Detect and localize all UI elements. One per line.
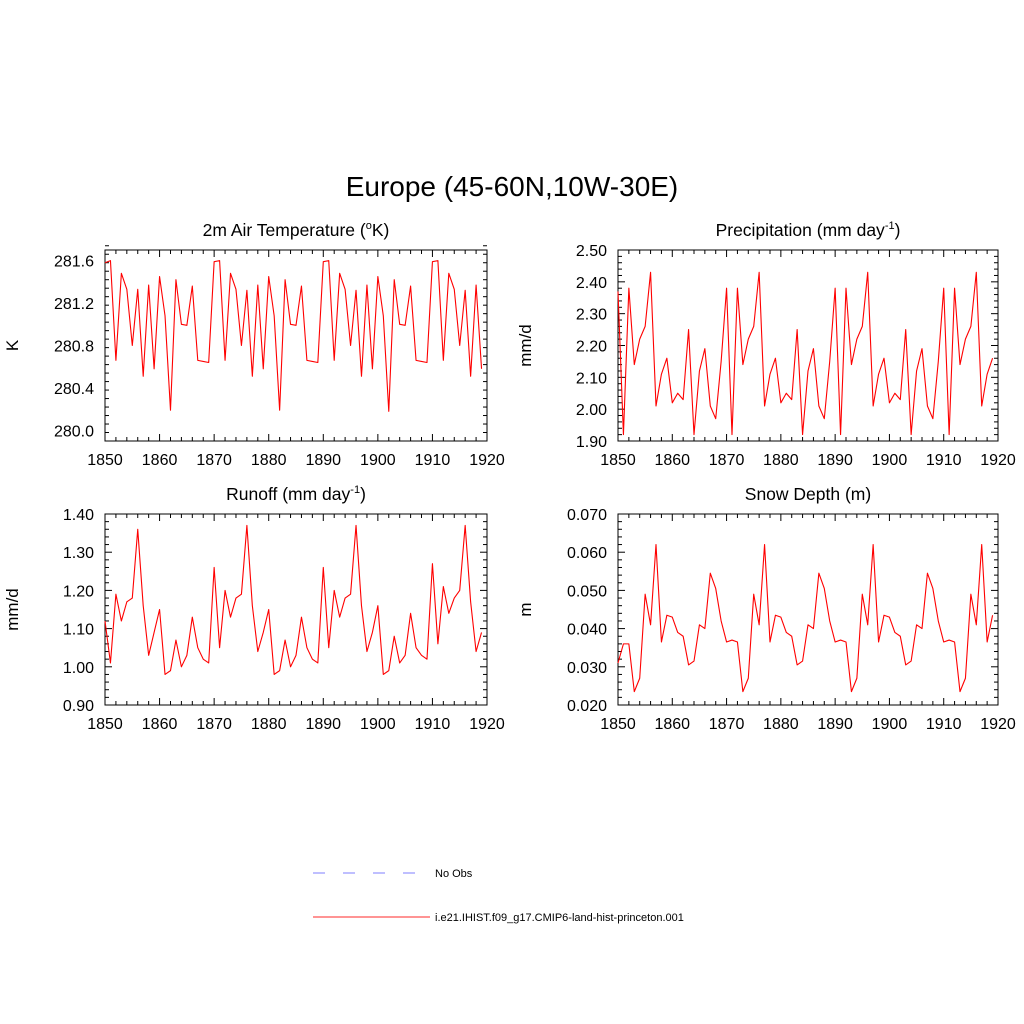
chart-panels: 1850 1860 1870 1880 1890 1900 1910 1920 280.0 280… — [3, 220, 1016, 733]
panel-runoff: 1850 1860 1870 1880 1890 1900 1910 1920 0.90 1.00… — [3, 484, 505, 733]
x-tick-label: 1860 — [654, 716, 690, 733]
x-tick-label: 1900 — [872, 452, 908, 469]
x-tick-label: 1880 — [763, 452, 799, 469]
y-tick-label: 281.6 — [54, 254, 94, 271]
y-tick-label: 280.8 — [54, 339, 94, 356]
x-tick-label: 1860 — [654, 452, 690, 469]
panel-air-temperature: 1850 1860 1870 1880 1890 1900 1910 1920 280.0 280… — [3, 220, 505, 469]
series-line-snow-depth — [617, 544, 994, 693]
x-tick-label: 1850 — [87, 452, 123, 469]
y-tick-label: 0.030 — [567, 660, 607, 677]
x-tick-label: 1880 — [251, 716, 287, 733]
x-tick-label: 1920 — [980, 452, 1016, 469]
y-tick-label: 2.20 — [576, 339, 607, 356]
y-tick-label: 1.00 — [63, 660, 94, 677]
y-axis-label-precipitation: mm/d — [516, 324, 535, 367]
x-tick-label: 1870 — [709, 452, 745, 469]
y-tick-label: 0.070 — [567, 507, 607, 524]
y-tick-label: 1.90 — [576, 434, 607, 451]
series-line-runoff — [104, 524, 483, 675]
y-tick-label: 1.20 — [63, 583, 94, 600]
x-tick-label: 1850 — [87, 716, 123, 733]
x-tick-label: 1860 — [142, 452, 178, 469]
y-tick-label: 0.050 — [567, 583, 607, 600]
y-axis-label-snow-depth: m — [516, 602, 535, 616]
series-line-precipitation — [617, 271, 994, 436]
y-tick-label: 2.00 — [576, 402, 607, 419]
panel-title-snow-depth: Snow Depth (m) — [745, 484, 871, 504]
x-tick-label: 1910 — [415, 452, 451, 469]
y-tick-label: 0.90 — [63, 698, 94, 715]
y-tick-label: 0.040 — [567, 622, 607, 639]
plot-frame-runoff — [104, 513, 488, 706]
x-tick-label: 1860 — [142, 716, 178, 733]
x-tick-label: 1850 — [600, 452, 636, 469]
y-tick-label: 281.2 — [54, 296, 94, 313]
plot-frame-air-temperature — [104, 249, 488, 442]
x-tick-label: 1920 — [469, 716, 505, 733]
x-tick-label: 1890 — [305, 716, 341, 733]
panel-title-precipitation: Precipitation (mm day-1) — [716, 220, 901, 240]
panel-precipitation: 1850 1860 1870 1880 1890 1900 1910 1920 1.90 2.00… — [516, 220, 1016, 469]
y-tick-label: 0.020 — [567, 698, 607, 715]
y-tick-label: 2.50 — [576, 243, 607, 260]
x-tick-label: 1900 — [360, 716, 396, 733]
y-tick-label: 2.30 — [576, 307, 607, 324]
panel-title-air-temperature: 2m Air Temperature (oK) — [203, 220, 390, 240]
x-tick-label: 1920 — [469, 452, 505, 469]
x-tick-label: 1910 — [926, 716, 962, 733]
x-tick-label: 1890 — [817, 452, 853, 469]
panel-title-runoff: Runoff (mm day-1) — [226, 484, 366, 504]
legend-label-no-obs: No Obs — [435, 868, 473, 880]
y-axis-label-air-temperature: K — [3, 339, 22, 351]
legend: No Obs i.e21.IHIST.f09_g17.CMIP6-land-hi… — [313, 868, 684, 924]
figure-title: Europe (45-60N,10W-30E) — [346, 171, 679, 202]
x-tick-label: 1890 — [817, 716, 853, 733]
x-tick-label: 1900 — [872, 716, 908, 733]
plot-frame-snow-depth — [617, 513, 999, 706]
y-tick-label: 1.40 — [63, 507, 94, 524]
x-tick-label: 1870 — [709, 716, 745, 733]
series-line-air-temperature — [104, 260, 483, 412]
x-tick-label: 1880 — [251, 452, 287, 469]
x-tick-label: 1880 — [763, 716, 799, 733]
y-tick-label: 2.40 — [576, 275, 607, 292]
y-tick-label: 0.060 — [567, 545, 607, 562]
x-tick-label: 1920 — [980, 716, 1016, 733]
x-tick-label: 1910 — [926, 452, 962, 469]
y-tick-label: 1.10 — [63, 622, 94, 639]
y-tick-label: 2.10 — [576, 370, 607, 387]
y-axis-label-runoff: mm/d — [3, 588, 22, 631]
y-tick-label: 1.30 — [63, 545, 94, 562]
legend-label-model-run: i.e21.IHIST.f09_g17.CMIP6-land-hist-prin… — [435, 912, 684, 924]
x-tick-label: 1850 — [600, 716, 636, 733]
x-tick-label: 1910 — [415, 716, 451, 733]
y-tick-label: 280.4 — [54, 381, 94, 398]
panel-snow-depth: 1850 1860 1870 1880 1890 1900 1910 1920 0.020 0.0… — [516, 484, 1016, 733]
x-tick-label: 1900 — [360, 452, 396, 469]
x-tick-label: 1890 — [305, 452, 341, 469]
plot-frame-precipitation — [617, 249, 999, 442]
y-tick-label: 280.0 — [54, 423, 94, 440]
x-tick-label: 1870 — [196, 716, 232, 733]
x-tick-label: 1870 — [196, 452, 232, 469]
